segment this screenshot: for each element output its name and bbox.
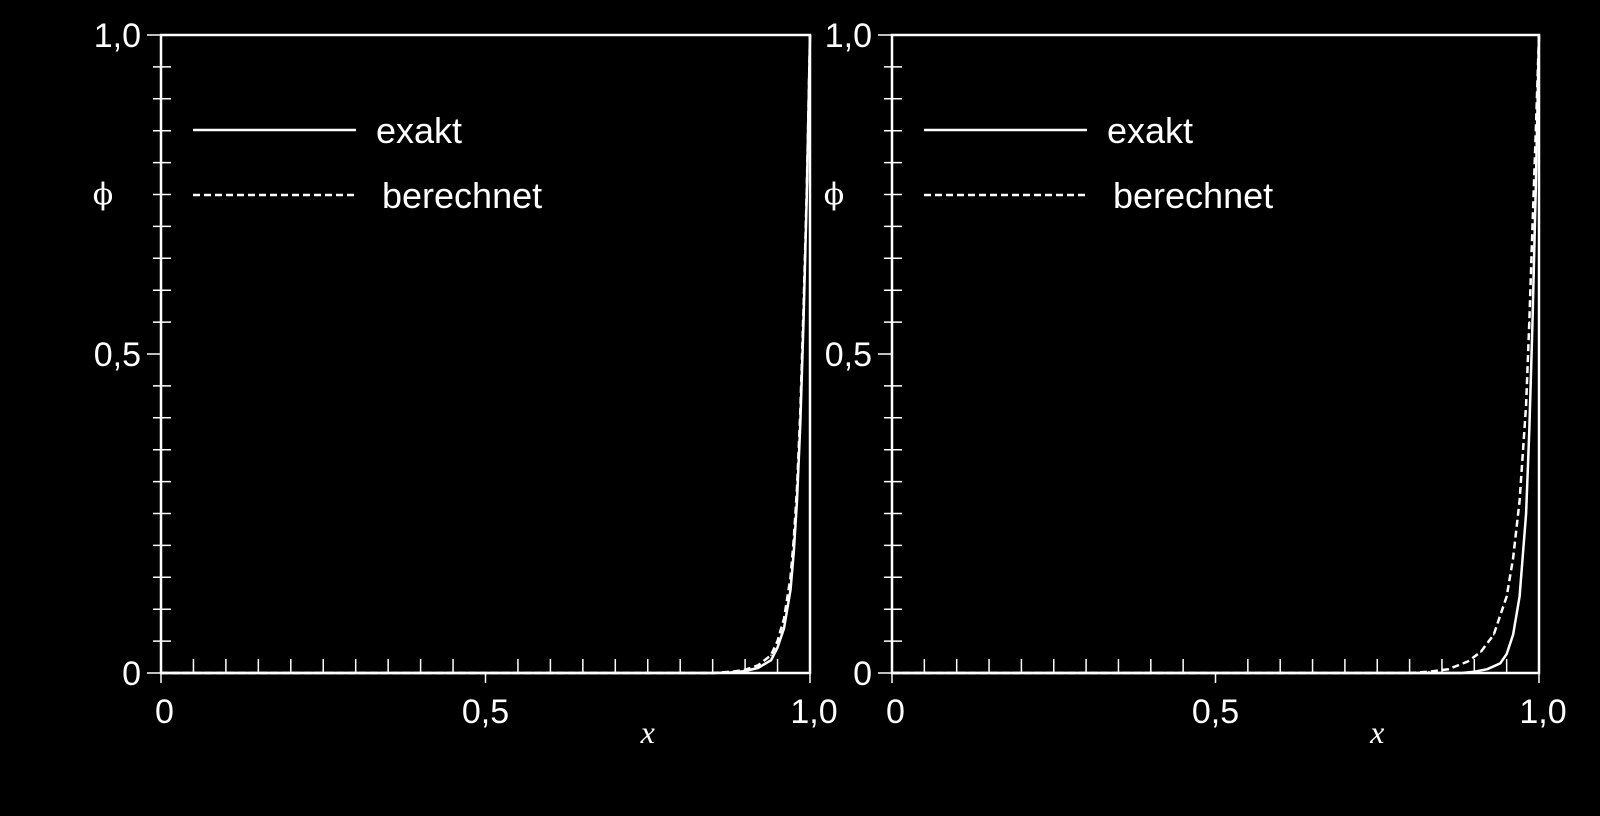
y-axis-label: ϕ <box>824 178 844 213</box>
data-point-exakt <box>770 659 772 662</box>
x-tick-label: 0,5 <box>462 693 509 731</box>
legend-label-berechnet: berechnet <box>382 175 542 216</box>
data-point-berechnet <box>1534 129 1537 132</box>
y-tick-label: 1,0 <box>825 17 872 55</box>
x-axis-label: x <box>1369 714 1384 750</box>
data-point-exakt <box>1528 429 1531 432</box>
data-point-exakt <box>1473 670 1476 673</box>
data-point-berechnet <box>776 640 779 642</box>
data-point-exakt <box>1505 653 1508 655</box>
y-tick-label: 0 <box>122 655 141 693</box>
data-point-berechnet <box>1492 633 1495 636</box>
data-point-berechnet <box>770 654 772 656</box>
data-point-berechnet <box>1528 321 1531 323</box>
data-point-exakt <box>783 627 785 630</box>
data-point-berechnet <box>805 187 808 189</box>
data-point-berechnet <box>809 34 811 36</box>
y-tick-label: 1,0 <box>94 17 141 55</box>
data-point-exakt <box>1531 321 1534 323</box>
x-axis-label: x <box>640 714 655 750</box>
data-point-berechnet <box>1479 651 1482 653</box>
data-point-berechnet <box>796 487 798 489</box>
x-tick-label: 1,0 <box>790 693 837 731</box>
data-point-exakt <box>1460 672 1463 674</box>
data-point-exakt <box>1499 662 1501 665</box>
x-tick-label: 0,5 <box>1192 693 1239 731</box>
y-axis-label: ϕ <box>93 178 113 213</box>
data-point-berechnet <box>1538 34 1540 36</box>
data-point-berechnet <box>789 576 792 579</box>
data-point-exakt <box>1518 595 1521 598</box>
x-tick-label: 0 <box>155 693 174 731</box>
data-point-exakt <box>1512 633 1514 636</box>
data-point-berechnet <box>1467 660 1469 663</box>
data-point-berechnet <box>1531 225 1534 228</box>
data-point-berechnet <box>1525 404 1527 406</box>
data-point-berechnet <box>1408 672 1411 674</box>
data-point-berechnet <box>731 670 733 673</box>
data-point-berechnet <box>792 538 795 540</box>
data-point-berechnet <box>1447 668 1450 670</box>
legend-label-exakt: exakt <box>1107 110 1193 151</box>
data-point-berechnet <box>1518 499 1521 502</box>
chart-panel-2: 0 0,5 1,0 0 0,5 1,0 x ϕ exakt berechnet <box>824 17 1567 750</box>
data-point-berechnet <box>799 410 802 413</box>
data-point-exakt <box>1525 512 1527 515</box>
data-point-exakt <box>757 667 759 669</box>
data-point-berechnet <box>1512 557 1514 559</box>
legend-label-exakt: exakt <box>376 110 462 151</box>
x-tick-label: 1,0 <box>1519 693 1566 731</box>
data-point-berechnet <box>744 669 746 671</box>
data-point-berechnet <box>1505 595 1508 598</box>
data-point-berechnet <box>1428 670 1430 673</box>
data-point-exakt <box>776 646 779 649</box>
data-point-exakt <box>1534 187 1537 189</box>
legend-label-berechnet: berechnet <box>1113 175 1273 216</box>
y-tick-label: 0,5 <box>94 336 141 374</box>
y-tick-label: 0,5 <box>825 336 872 374</box>
data-point-exakt <box>1486 668 1489 670</box>
y-tick-label: 0 <box>853 655 872 693</box>
data-point-berechnet <box>757 664 759 667</box>
chart-panel-1: 0 0,5 1,0 0 0,5 1,0 x ϕ exakt berechnet <box>93 17 838 750</box>
data-point-berechnet <box>711 672 714 674</box>
x-tick-label: 0 <box>886 693 905 731</box>
data-point-berechnet <box>802 308 805 311</box>
data-point-berechnet <box>783 617 785 620</box>
data-point-exakt <box>789 589 792 591</box>
